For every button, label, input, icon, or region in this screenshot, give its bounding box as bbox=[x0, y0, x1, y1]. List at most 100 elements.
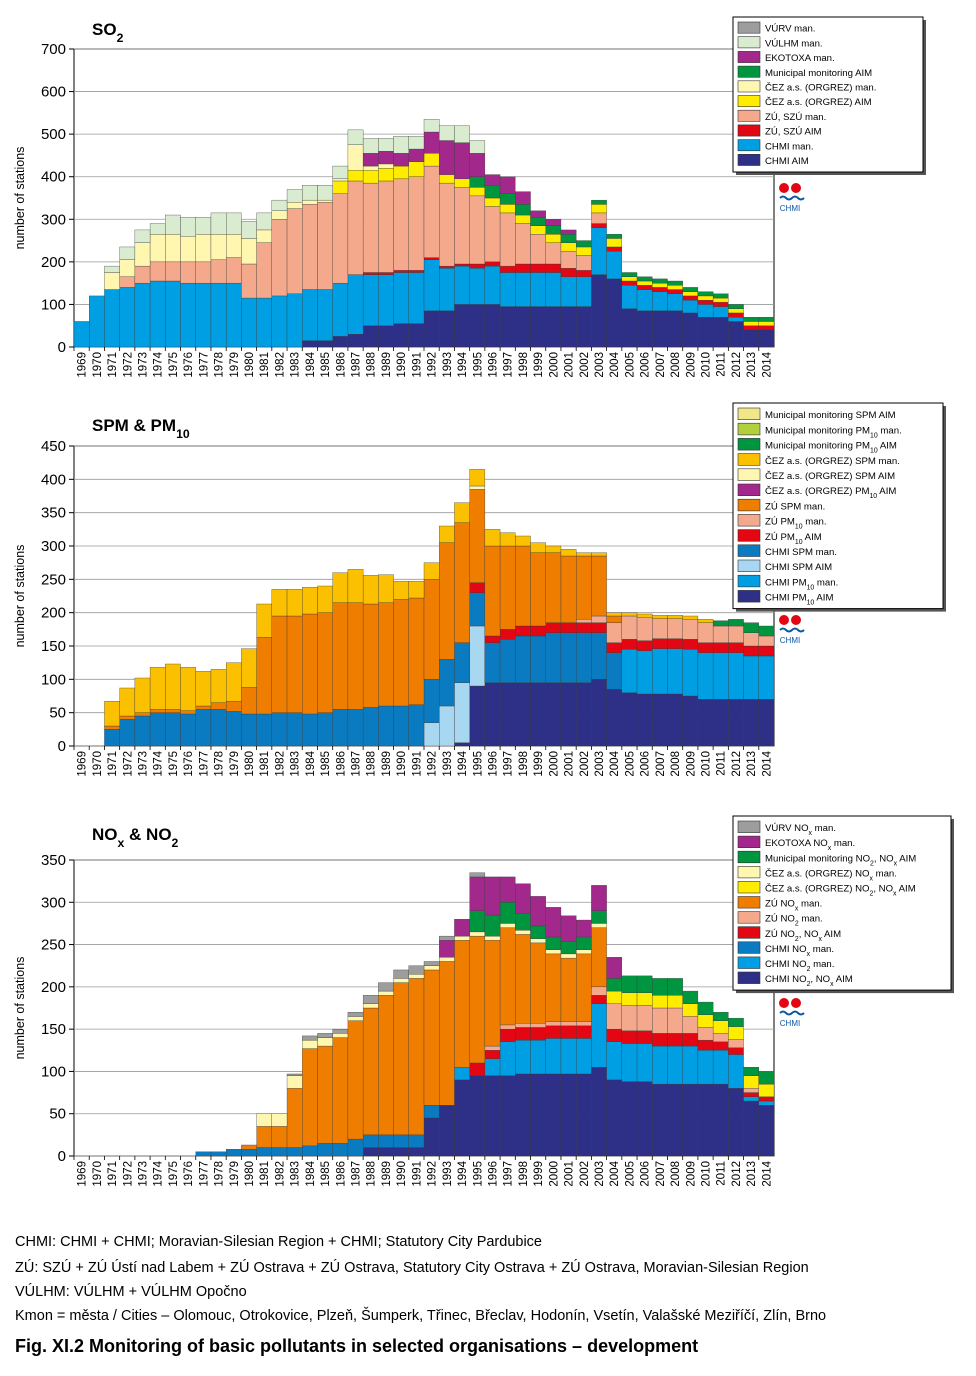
legend-label: Municipal monitoring PM10 man. bbox=[765, 425, 902, 439]
bar-segment bbox=[439, 659, 455, 707]
bar-segment bbox=[728, 304, 744, 309]
bar-segment bbox=[286, 1147, 303, 1157]
legend-box bbox=[732, 402, 944, 610]
bar-segment bbox=[515, 1023, 531, 1028]
bar-segment bbox=[560, 957, 577, 1022]
y-tick-label: 150 bbox=[41, 1021, 66, 1038]
bar-segment bbox=[73, 321, 90, 348]
bar-segment bbox=[286, 202, 303, 209]
bar-segment bbox=[499, 532, 516, 547]
bar-segment bbox=[439, 935, 455, 941]
bar-segment bbox=[545, 682, 562, 747]
bar-segment bbox=[362, 995, 379, 1004]
bar-segment bbox=[667, 1033, 683, 1047]
bar-segment bbox=[423, 1105, 440, 1119]
bar-segment bbox=[682, 1016, 699, 1034]
bar-segment bbox=[545, 552, 562, 623]
y-axis-label: number of stations bbox=[13, 147, 27, 250]
bar-segment bbox=[667, 285, 683, 290]
x-tick-label: 1981 bbox=[259, 751, 271, 777]
y-tick-label: 100 bbox=[41, 671, 66, 688]
legend-label: EKOTOXA man. bbox=[765, 53, 835, 64]
bar-segment bbox=[119, 276, 136, 288]
bar-segment bbox=[682, 299, 699, 314]
bar-segment bbox=[545, 1025, 562, 1039]
bar-segment bbox=[347, 1138, 364, 1157]
y-tick-label: 150 bbox=[41, 638, 66, 655]
bar-segment bbox=[484, 174, 501, 186]
legend-label: ZÚ NO2, NOx AIM bbox=[765, 929, 841, 943]
bar-segment bbox=[210, 669, 227, 703]
legend-box bbox=[732, 815, 952, 991]
bar-segment bbox=[104, 701, 120, 727]
legend-swatch bbox=[737, 971, 761, 984]
bar-segment bbox=[591, 552, 607, 557]
x-tick-label: 2013 bbox=[746, 352, 758, 378]
bar-segment bbox=[225, 662, 242, 702]
bar-segment bbox=[728, 1039, 744, 1048]
bar-segment bbox=[362, 138, 379, 154]
legend: VÚRV man. VÚLHM man. EKOTOXA man. Municipal… bbox=[732, 16, 926, 175]
x-tick-label: 2008 bbox=[670, 751, 682, 777]
x-tick-label: 1987 bbox=[351, 751, 363, 777]
bar-segment bbox=[621, 1043, 638, 1082]
y-tick-label: 100 bbox=[41, 1063, 66, 1080]
x-tick-label: 2007 bbox=[655, 751, 667, 777]
bar-segment bbox=[515, 204, 531, 216]
bar-segment bbox=[499, 265, 516, 273]
bar-segment bbox=[758, 1083, 775, 1097]
bar-segment bbox=[667, 289, 683, 294]
bar-segment bbox=[317, 185, 333, 201]
bar-segment bbox=[530, 925, 546, 939]
bar-segment bbox=[347, 602, 364, 710]
bar-segment bbox=[286, 589, 303, 617]
legend-swatch bbox=[737, 514, 761, 527]
bar-segment bbox=[575, 246, 592, 256]
bar-segment bbox=[317, 585, 333, 613]
x-tick-label: 1988 bbox=[366, 352, 378, 378]
bar-segment bbox=[591, 885, 607, 911]
y-tick-label: 50 bbox=[49, 705, 66, 722]
bar-segment bbox=[575, 953, 592, 1022]
bar-segment bbox=[165, 280, 181, 348]
bar-segment bbox=[712, 1083, 729, 1157]
bar-segment bbox=[362, 325, 379, 348]
bar-segment bbox=[302, 1145, 318, 1157]
bar-segment bbox=[210, 234, 227, 260]
legend-label: CHMI NOx man. bbox=[765, 944, 834, 958]
bar-segment bbox=[667, 293, 683, 311]
bar-segment bbox=[378, 180, 394, 273]
bar-segment bbox=[530, 234, 546, 265]
x-tick-label: 1993 bbox=[442, 1161, 454, 1187]
bar-segment bbox=[697, 1014, 714, 1028]
x-tick-label: 2001 bbox=[564, 1161, 576, 1187]
bar-segment bbox=[682, 312, 699, 348]
legend-label: ČEZ a.s. (ORGREZ) SPM AIM bbox=[765, 471, 895, 482]
bar-segment bbox=[575, 632, 592, 683]
x-tick-label: 1979 bbox=[229, 1161, 241, 1187]
legend-swatch bbox=[737, 590, 761, 603]
x-tick-label: 1977 bbox=[198, 352, 210, 378]
legend-label: CHMI AIM bbox=[765, 156, 809, 167]
bar-segment bbox=[530, 225, 546, 235]
legend-label: Municipal monitoring SPM AIM bbox=[765, 410, 896, 421]
bar-segment bbox=[575, 555, 592, 620]
bar-segment bbox=[362, 182, 379, 273]
bar-segment bbox=[271, 1126, 288, 1148]
x-tick-label: 1972 bbox=[122, 751, 134, 777]
bar-segment bbox=[591, 986, 607, 996]
bar-segment bbox=[347, 180, 364, 275]
bar-segment bbox=[758, 645, 775, 657]
chart-title: SPM & PM10 bbox=[92, 416, 190, 441]
bar-segment bbox=[408, 176, 425, 271]
bar-segment bbox=[378, 602, 394, 707]
bar-segment bbox=[89, 295, 105, 348]
bar-segment bbox=[515, 682, 531, 747]
bar-segment bbox=[317, 199, 333, 203]
x-tick-label: 1998 bbox=[518, 751, 530, 777]
bar-segment bbox=[469, 592, 486, 627]
bar-segment bbox=[712, 302, 729, 307]
bar-segment bbox=[712, 699, 729, 747]
bar-segment bbox=[271, 210, 288, 220]
bar-segment bbox=[545, 907, 562, 938]
